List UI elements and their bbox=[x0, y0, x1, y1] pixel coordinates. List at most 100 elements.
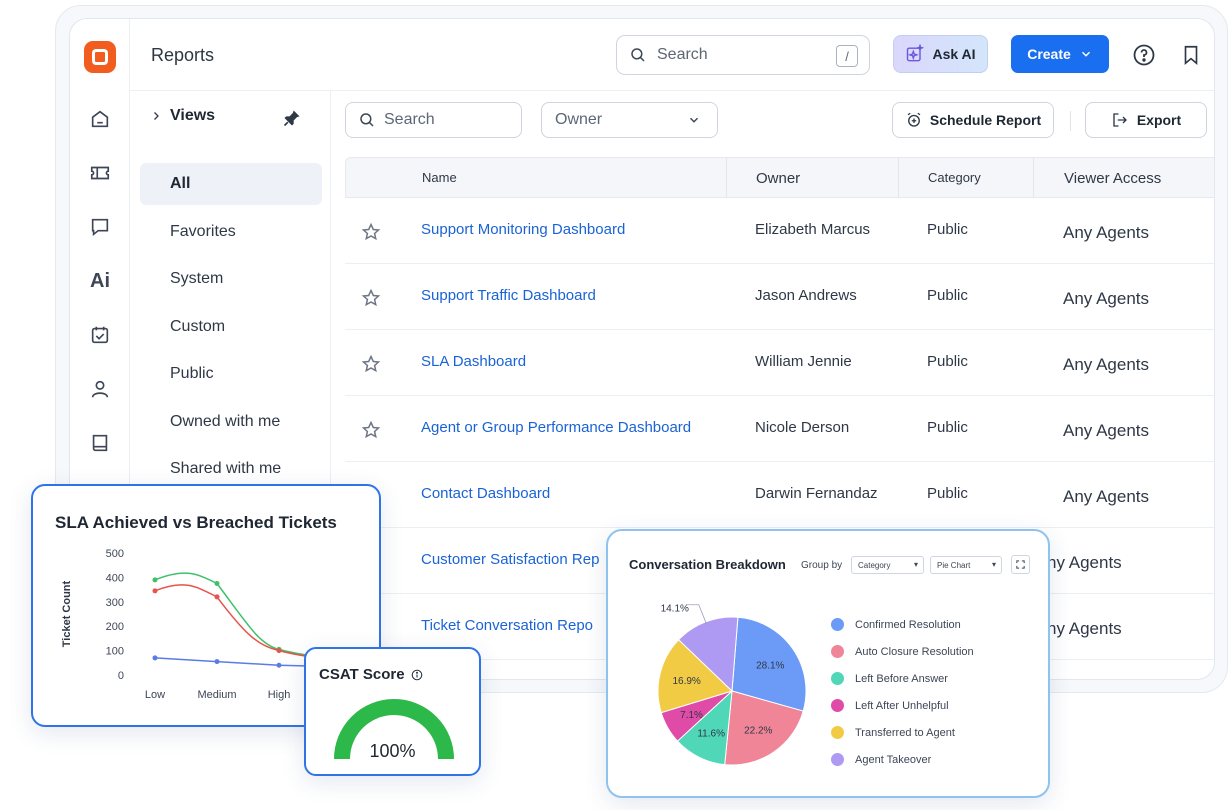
report-viewer-access: Any Agents bbox=[1063, 355, 1150, 374]
report-owner: Darwin Fernandaz bbox=[755, 485, 878, 502]
help-icon[interactable] bbox=[1131, 42, 1157, 68]
chart-type-select[interactable]: Pie Chart ▾ bbox=[930, 556, 1002, 574]
report-name-link[interactable]: Ticket Conversation Repo bbox=[421, 617, 594, 634]
view-item-owned[interactable]: Owned with me bbox=[170, 413, 281, 430]
global-search-input[interactable]: Search / bbox=[616, 35, 870, 75]
chat-icon[interactable] bbox=[87, 214, 113, 240]
legend-label: Auto Closure Resolution bbox=[855, 645, 974, 658]
group-by-select[interactable]: Category ▾ bbox=[851, 556, 924, 574]
pie-slice bbox=[724, 690, 804, 766]
report-name-link[interactable]: SLA Dashboard bbox=[421, 353, 527, 370]
calendar-check-icon[interactable] bbox=[87, 322, 113, 348]
legend-label: Left After Unhelpful bbox=[855, 699, 949, 712]
table-row[interactable]: Contact Dashboard Darwin Fernandaz Publi… bbox=[345, 462, 1214, 528]
star-icon[interactable] bbox=[361, 288, 381, 308]
data-point bbox=[214, 594, 220, 600]
view-item-system[interactable]: System bbox=[170, 270, 224, 287]
report-category: Public bbox=[927, 419, 968, 436]
view-item-shared[interactable]: Shared with me bbox=[170, 460, 282, 477]
report-name-link[interactable]: Support Monitoring Dashboard bbox=[421, 221, 626, 238]
ai-icon[interactable]: Ai bbox=[90, 269, 110, 292]
global-search-placeholder: Search bbox=[657, 46, 708, 63]
legend-label: Agent Takeover bbox=[855, 753, 932, 766]
sla-chart-title: SLA Achieved vs Breached Tickets bbox=[55, 513, 337, 532]
page-title: Reports bbox=[151, 45, 215, 65]
csat-gauge bbox=[334, 699, 454, 760]
report-name-link[interactable]: Agent or Group Performance Dashboard bbox=[421, 419, 692, 436]
legend-item[interactable]: Left After Unhelpful bbox=[831, 699, 949, 712]
legend-label: Transferred to Agent bbox=[855, 726, 955, 739]
column-header-viewer-access[interactable]: Viewer Access bbox=[1064, 170, 1162, 187]
report-search-input[interactable]: Search bbox=[345, 102, 522, 138]
report-category: Public bbox=[927, 485, 968, 502]
column-header-category[interactable]: Category bbox=[928, 170, 981, 185]
csat-title-wrap: CSAT Score bbox=[319, 666, 423, 683]
slice-label: 16.9% bbox=[672, 676, 700, 687]
view-item-custom[interactable]: Custom bbox=[170, 318, 226, 335]
report-owner: Elizabeth Marcus bbox=[755, 221, 871, 238]
ticket-icon[interactable] bbox=[87, 160, 113, 186]
legend-item[interactable]: Confirmed Resolution bbox=[831, 618, 961, 631]
legend-item[interactable]: Transferred to Agent bbox=[831, 726, 955, 739]
column-header-owner[interactable]: Owner bbox=[756, 170, 801, 187]
info-icon[interactable] bbox=[411, 669, 423, 681]
owner-select[interactable]: Owner bbox=[541, 102, 718, 138]
report-category: Public bbox=[927, 221, 968, 238]
book-icon[interactable] bbox=[87, 430, 113, 456]
report-name-link[interactable]: Contact Dashboard bbox=[421, 485, 551, 502]
table-row[interactable]: Agent or Group Performance Dashboard Nic… bbox=[345, 396, 1214, 462]
table-row[interactable]: Support Monitoring Dashboard Elizabeth M… bbox=[345, 198, 1214, 264]
x-tick-label: Medium bbox=[197, 689, 236, 701]
table-row[interactable]: Support Traffic Dashboard Jason Andrews … bbox=[345, 264, 1214, 330]
data-point bbox=[276, 662, 282, 668]
export-icon bbox=[1113, 113, 1127, 127]
chevron-down-icon: ▾ bbox=[991, 560, 996, 569]
column-separator bbox=[898, 158, 899, 198]
legend-item[interactable]: Agent Takeover bbox=[831, 753, 931, 766]
view-item-favorites[interactable]: Favorites bbox=[170, 223, 236, 240]
schedule-report-button[interactable]: Schedule Report bbox=[892, 102, 1054, 138]
slice-label: 7.1% bbox=[680, 710, 703, 721]
logo-icon[interactable] bbox=[84, 41, 116, 73]
owner-select-placeholder: Owner bbox=[555, 111, 603, 128]
pie-slice bbox=[657, 639, 733, 714]
slice-label: 28.1% bbox=[756, 660, 784, 671]
export-label: Export bbox=[1136, 112, 1182, 128]
star-icon[interactable] bbox=[361, 354, 381, 374]
bookmark-icon[interactable] bbox=[1178, 42, 1204, 68]
group-by-label: Group by bbox=[801, 560, 843, 571]
pin-icon[interactable] bbox=[282, 108, 302, 133]
data-point bbox=[152, 588, 158, 594]
ask-ai-button[interactable]: Ask AI bbox=[893, 35, 988, 73]
legend-item[interactable]: Left Before Answer bbox=[831, 672, 948, 685]
legend-swatch bbox=[831, 753, 844, 766]
data-point bbox=[214, 659, 220, 665]
search-icon bbox=[360, 113, 374, 127]
report-viewer-access: Any Agents bbox=[1063, 487, 1150, 506]
ask-ai-label: Ask AI bbox=[932, 46, 976, 62]
table-header: Name Owner Category Viewer Access bbox=[345, 157, 1214, 198]
report-name-link[interactable]: Customer Satisfaction Rep bbox=[421, 551, 600, 568]
view-item-all[interactable]: All bbox=[140, 163, 322, 205]
export-button[interactable]: Export bbox=[1085, 102, 1207, 138]
column-header-name[interactable]: Name bbox=[422, 170, 457, 185]
chevron-down-icon bbox=[689, 117, 699, 123]
header-divider bbox=[130, 90, 1214, 91]
legend-item[interactable]: Auto Closure Resolution bbox=[831, 645, 974, 658]
report-viewer-access: ny Agents bbox=[1047, 553, 1122, 572]
y-tick-label: 200 bbox=[106, 621, 124, 633]
chevron-down-icon bbox=[1081, 51, 1090, 57]
home-icon[interactable] bbox=[87, 106, 113, 132]
search-icon bbox=[631, 48, 645, 62]
table-row[interactable]: SLA Dashboard William Jennie Public Any … bbox=[345, 330, 1214, 396]
conversation-breakdown-title: Conversation Breakdown bbox=[629, 557, 786, 572]
toolbar-divider bbox=[1070, 111, 1071, 131]
report-name-link[interactable]: Support Traffic Dashboard bbox=[421, 287, 596, 304]
star-icon[interactable] bbox=[361, 222, 381, 242]
star-icon[interactable] bbox=[361, 420, 381, 440]
expand-icon[interactable] bbox=[1011, 555, 1030, 574]
user-icon[interactable] bbox=[87, 376, 113, 402]
views-toggle[interactable]: Views bbox=[150, 107, 215, 125]
create-button[interactable]: Create bbox=[1011, 35, 1109, 73]
view-item-public[interactable]: Public bbox=[170, 365, 214, 382]
